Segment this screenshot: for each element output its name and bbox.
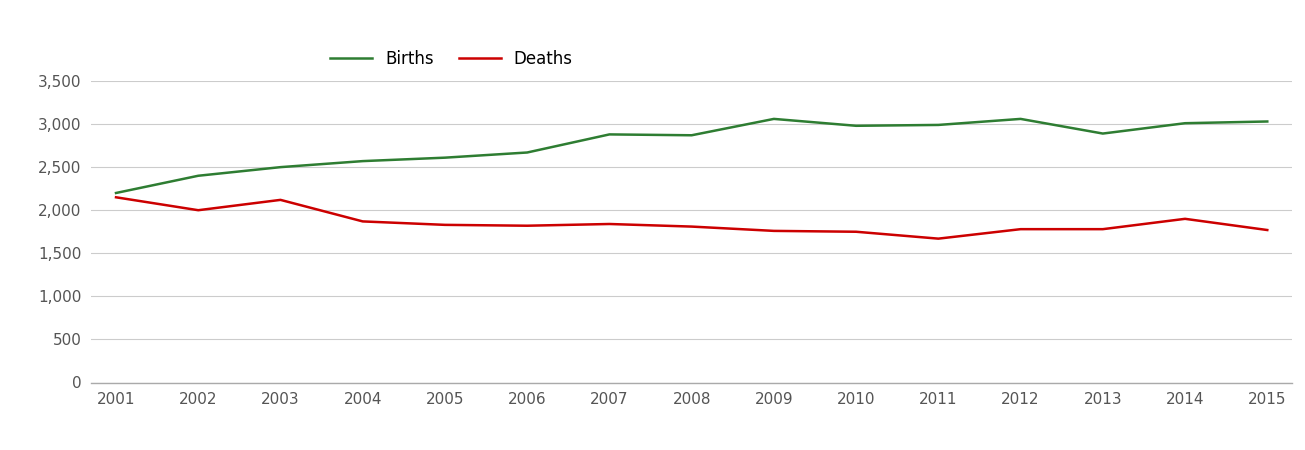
Births (437, 155, 453, 160)
Deaths (1013, 226, 1028, 232)
Deaths (930, 236, 946, 241)
Deaths (355, 219, 371, 224)
Births (1013, 116, 1028, 122)
Deaths (602, 221, 617, 227)
Births (191, 173, 206, 179)
Deaths (684, 224, 699, 230)
Deaths (519, 223, 535, 229)
Deaths (1259, 227, 1275, 233)
Births (848, 123, 864, 129)
Births (273, 164, 288, 170)
Deaths (191, 207, 206, 213)
Births (519, 150, 535, 155)
Births (602, 132, 617, 137)
Line: Births: Births (116, 119, 1267, 193)
Births (766, 116, 782, 122)
Births (684, 133, 699, 138)
Births (930, 122, 946, 128)
Deaths (1177, 216, 1193, 221)
Deaths (437, 222, 453, 228)
Legend: Births, Deaths: Births, Deaths (324, 44, 579, 75)
Births (1177, 121, 1193, 126)
Deaths (273, 197, 288, 202)
Births (108, 190, 124, 196)
Deaths (108, 194, 124, 200)
Births (355, 158, 371, 164)
Deaths (1095, 226, 1111, 232)
Births (1259, 119, 1275, 124)
Deaths (848, 229, 864, 234)
Line: Deaths: Deaths (116, 197, 1267, 238)
Births (1095, 131, 1111, 136)
Deaths (766, 228, 782, 234)
